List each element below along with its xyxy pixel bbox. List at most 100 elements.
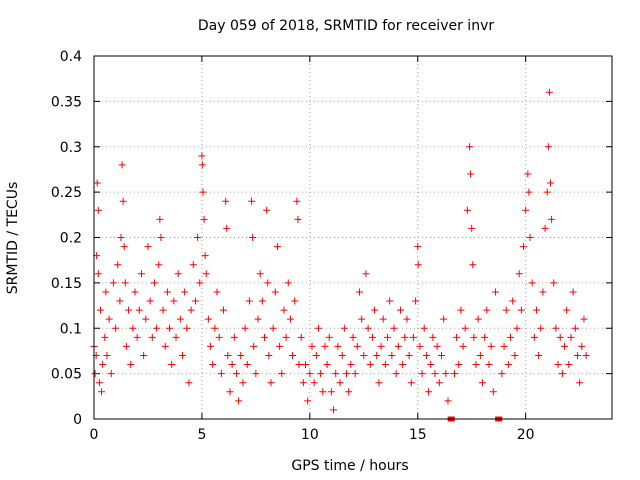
data-point bbox=[509, 297, 517, 305]
data-point bbox=[569, 288, 577, 296]
data-point bbox=[552, 324, 560, 332]
data-point bbox=[314, 324, 322, 332]
data-point bbox=[567, 333, 575, 341]
data-point bbox=[198, 161, 206, 169]
data-point bbox=[360, 351, 368, 359]
data-point bbox=[375, 379, 383, 387]
data-point bbox=[334, 342, 342, 350]
data-point bbox=[358, 315, 366, 323]
data-point bbox=[264, 279, 272, 287]
data-point bbox=[228, 361, 236, 369]
data-point bbox=[302, 361, 310, 369]
data-point bbox=[103, 351, 111, 359]
data-point bbox=[243, 361, 251, 369]
data-point bbox=[117, 234, 125, 241]
data-point bbox=[295, 361, 303, 369]
data-point bbox=[546, 179, 554, 187]
data-point bbox=[582, 351, 590, 359]
data-point bbox=[325, 333, 333, 341]
data-point bbox=[422, 351, 430, 359]
data-point bbox=[576, 379, 584, 387]
data-point bbox=[176, 315, 184, 323]
data-point bbox=[289, 351, 297, 359]
data-point bbox=[112, 324, 120, 332]
data-point bbox=[405, 351, 413, 359]
data-point bbox=[102, 288, 110, 296]
data-point bbox=[254, 315, 262, 323]
data-point bbox=[157, 234, 165, 241]
data-point bbox=[114, 261, 122, 269]
data-point bbox=[502, 306, 510, 314]
data-point bbox=[120, 243, 128, 251]
data-point bbox=[433, 342, 441, 350]
data-point bbox=[340, 324, 348, 332]
data-point bbox=[280, 306, 288, 314]
plot-frame bbox=[93, 55, 613, 420]
data-point bbox=[368, 333, 376, 341]
data-point bbox=[472, 361, 480, 369]
data-point bbox=[239, 379, 247, 387]
x-tick-label: 10 bbox=[301, 427, 319, 443]
data-point bbox=[548, 215, 556, 223]
data-point bbox=[224, 351, 232, 359]
data-point bbox=[381, 361, 389, 369]
data-point bbox=[459, 342, 467, 350]
data-point bbox=[107, 370, 115, 378]
data-point bbox=[463, 206, 471, 214]
data-point bbox=[563, 306, 571, 314]
data-point bbox=[258, 297, 266, 305]
data-point bbox=[209, 361, 217, 369]
data-point bbox=[487, 342, 495, 350]
data-point bbox=[469, 261, 477, 269]
data-point bbox=[122, 342, 130, 350]
data-point bbox=[429, 333, 437, 341]
data-point bbox=[148, 333, 156, 341]
data-point bbox=[174, 270, 182, 278]
data-point bbox=[278, 370, 286, 378]
data-point bbox=[524, 170, 532, 178]
data-point bbox=[392, 370, 400, 378]
data-point bbox=[199, 188, 207, 196]
data-point bbox=[364, 324, 372, 332]
data-point bbox=[172, 333, 180, 341]
data-point bbox=[310, 379, 318, 387]
data-point bbox=[170, 297, 178, 305]
data-point bbox=[99, 361, 107, 369]
data-point bbox=[412, 297, 420, 305]
data-point bbox=[491, 288, 499, 296]
y-tick-label: 0.4 bbox=[60, 49, 82, 65]
data-point bbox=[166, 324, 174, 332]
data-point bbox=[347, 361, 355, 369]
data-point bbox=[362, 270, 370, 278]
data-point bbox=[409, 333, 417, 341]
data-point bbox=[237, 351, 245, 359]
data-point bbox=[200, 215, 208, 223]
y-tick-label: 0 bbox=[73, 412, 82, 428]
data-point bbox=[327, 388, 335, 396]
data-point bbox=[470, 333, 478, 341]
data-point bbox=[513, 324, 521, 332]
data-point bbox=[479, 379, 486, 387]
data-point bbox=[213, 288, 221, 296]
data-point bbox=[332, 370, 340, 378]
data-point bbox=[137, 270, 145, 278]
data-point bbox=[416, 342, 424, 350]
data-point bbox=[304, 397, 312, 405]
data-point bbox=[118, 161, 126, 169]
data-point bbox=[431, 370, 439, 378]
data-point bbox=[194, 234, 202, 241]
data-point bbox=[317, 370, 325, 378]
data-point bbox=[573, 351, 581, 359]
data-point bbox=[119, 197, 127, 205]
data-point bbox=[373, 351, 381, 359]
data-point bbox=[156, 215, 164, 223]
data-point bbox=[418, 370, 426, 378]
data-point bbox=[249, 234, 257, 241]
x-tick-label: 0 bbox=[90, 427, 99, 443]
data-point bbox=[196, 279, 204, 287]
data-point bbox=[507, 333, 515, 341]
data-point bbox=[498, 370, 506, 378]
data-point bbox=[468, 224, 476, 232]
data-point bbox=[294, 215, 302, 223]
data-point bbox=[150, 279, 158, 287]
